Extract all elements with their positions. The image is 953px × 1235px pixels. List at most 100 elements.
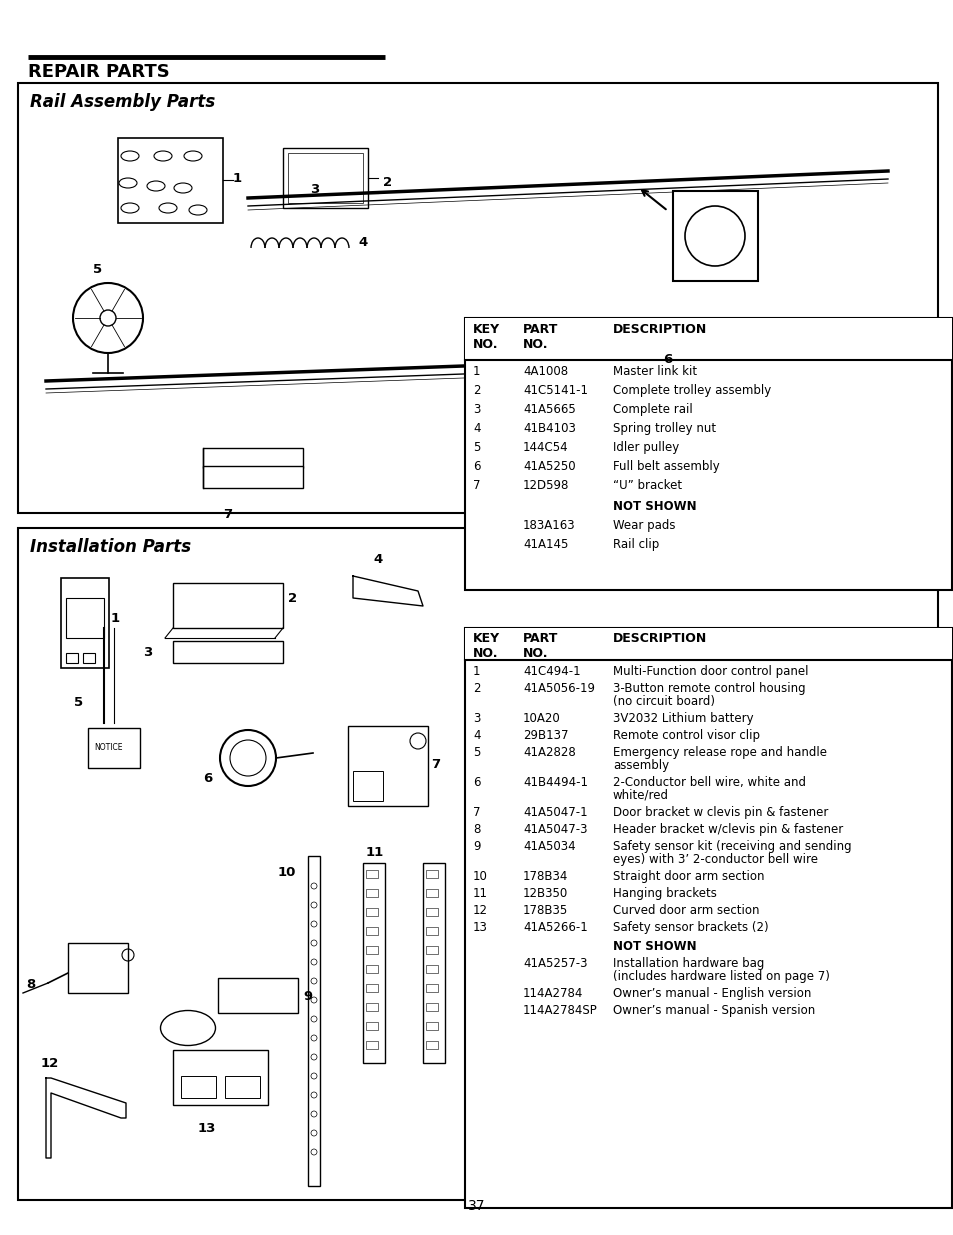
- Bar: [426, 908, 437, 916]
- Bar: [288, 153, 363, 203]
- Bar: [68, 944, 128, 993]
- Text: REPAIR PARTS: REPAIR PARTS: [28, 63, 170, 82]
- Text: 6: 6: [473, 776, 480, 789]
- Text: Safety sensor brackets (2): Safety sensor brackets (2): [613, 921, 768, 934]
- Text: 2: 2: [473, 682, 480, 695]
- Polygon shape: [353, 576, 422, 606]
- Text: 41A2828: 41A2828: [522, 746, 576, 760]
- Text: 41A5047-3: 41A5047-3: [522, 823, 587, 836]
- Text: Straight door arm section: Straight door arm section: [613, 869, 763, 883]
- Text: 2: 2: [382, 177, 392, 189]
- Text: Hanging brackets: Hanging brackets: [613, 887, 716, 900]
- Text: 10: 10: [277, 866, 296, 879]
- Text: KEY
NO.: KEY NO.: [473, 324, 499, 351]
- Bar: [366, 889, 377, 897]
- Bar: [203, 448, 303, 468]
- Text: Complete rail: Complete rail: [613, 403, 692, 416]
- Text: 10A20: 10A20: [522, 713, 560, 725]
- Text: PART
NO.: PART NO.: [522, 632, 558, 659]
- Text: 11: 11: [366, 846, 384, 860]
- Text: 12: 12: [473, 904, 488, 918]
- Text: NOT SHOWN: NOT SHOWN: [613, 940, 696, 953]
- Text: 12: 12: [41, 1057, 59, 1070]
- Text: 41C5141-1: 41C5141-1: [522, 384, 587, 396]
- Bar: [426, 869, 437, 878]
- Text: 1: 1: [111, 611, 120, 625]
- Text: (no circuit board): (no circuit board): [613, 695, 714, 708]
- Text: 114A2784SP: 114A2784SP: [522, 1004, 598, 1016]
- Text: 9: 9: [303, 989, 312, 1003]
- Text: 2: 2: [288, 592, 296, 604]
- Bar: [426, 984, 437, 992]
- Text: NOT SHOWN: NOT SHOWN: [613, 500, 696, 513]
- Text: 29B137: 29B137: [522, 729, 568, 742]
- Text: Installation Parts: Installation Parts: [30, 538, 191, 556]
- Text: 11: 11: [473, 887, 488, 900]
- Text: 4: 4: [357, 236, 367, 249]
- Bar: [366, 1041, 377, 1049]
- Text: “U” bracket: “U” bracket: [613, 479, 681, 492]
- Text: 2: 2: [473, 384, 480, 396]
- Bar: [366, 927, 377, 935]
- Polygon shape: [46, 1078, 126, 1158]
- Bar: [66, 653, 78, 663]
- Text: Wear pads: Wear pads: [613, 519, 675, 532]
- Bar: [18, 83, 937, 513]
- Text: 3V2032 Lithium battery: 3V2032 Lithium battery: [613, 713, 753, 725]
- Bar: [353, 771, 382, 802]
- Bar: [218, 978, 297, 1013]
- Bar: [426, 1023, 437, 1030]
- Text: 41A5056-19: 41A5056-19: [522, 682, 595, 695]
- Text: 7: 7: [431, 757, 439, 771]
- Text: 41A5266-1: 41A5266-1: [522, 921, 587, 934]
- Text: 13: 13: [198, 1123, 216, 1135]
- Ellipse shape: [160, 1010, 215, 1046]
- Text: PART
NO.: PART NO.: [522, 324, 558, 351]
- Text: 4: 4: [373, 553, 382, 566]
- Text: 41A5257-3: 41A5257-3: [522, 957, 587, 969]
- Text: 41B4494-1: 41B4494-1: [522, 776, 587, 789]
- Bar: [426, 946, 437, 953]
- Text: Curved door arm section: Curved door arm section: [613, 904, 759, 918]
- Text: 3: 3: [143, 646, 152, 659]
- Text: 178B35: 178B35: [522, 904, 568, 918]
- Bar: [283, 148, 368, 207]
- Bar: [88, 727, 140, 768]
- Text: 144C54: 144C54: [522, 441, 568, 454]
- Text: Safety sensor kit (receiving and sending: Safety sensor kit (receiving and sending: [613, 840, 851, 853]
- Bar: [464, 629, 951, 659]
- Text: 5: 5: [473, 441, 480, 454]
- Bar: [66, 598, 104, 638]
- Bar: [83, 653, 95, 663]
- Text: 7: 7: [473, 479, 480, 492]
- Bar: [61, 578, 109, 668]
- Text: 7: 7: [473, 806, 480, 819]
- Bar: [426, 927, 437, 935]
- Text: 3: 3: [310, 183, 319, 196]
- Bar: [172, 1050, 268, 1105]
- Text: 4A1008: 4A1008: [522, 366, 568, 378]
- Text: 5: 5: [92, 263, 102, 275]
- Bar: [118, 138, 223, 224]
- Bar: [348, 726, 428, 806]
- Text: Idler pulley: Idler pulley: [613, 441, 679, 454]
- Text: 41B4103: 41B4103: [522, 422, 576, 435]
- Bar: [366, 869, 377, 878]
- Bar: [18, 529, 937, 1200]
- Bar: [426, 965, 437, 973]
- Bar: [426, 889, 437, 897]
- Bar: [422, 863, 444, 1063]
- Bar: [225, 1076, 260, 1098]
- Text: 37: 37: [468, 1199, 485, 1213]
- Text: Door bracket w clevis pin & fastener: Door bracket w clevis pin & fastener: [613, 806, 827, 819]
- Text: 12B350: 12B350: [522, 887, 568, 900]
- Bar: [181, 1076, 215, 1098]
- Text: 7: 7: [223, 508, 232, 521]
- Text: NOTICE: NOTICE: [94, 743, 122, 752]
- Bar: [464, 629, 951, 1208]
- Bar: [426, 1003, 437, 1011]
- Text: 4: 4: [473, 729, 480, 742]
- Text: Full belt assembly: Full belt assembly: [613, 459, 719, 473]
- Text: 2-Conductor bell wire, white and: 2-Conductor bell wire, white and: [613, 776, 805, 789]
- Text: 9: 9: [473, 840, 480, 853]
